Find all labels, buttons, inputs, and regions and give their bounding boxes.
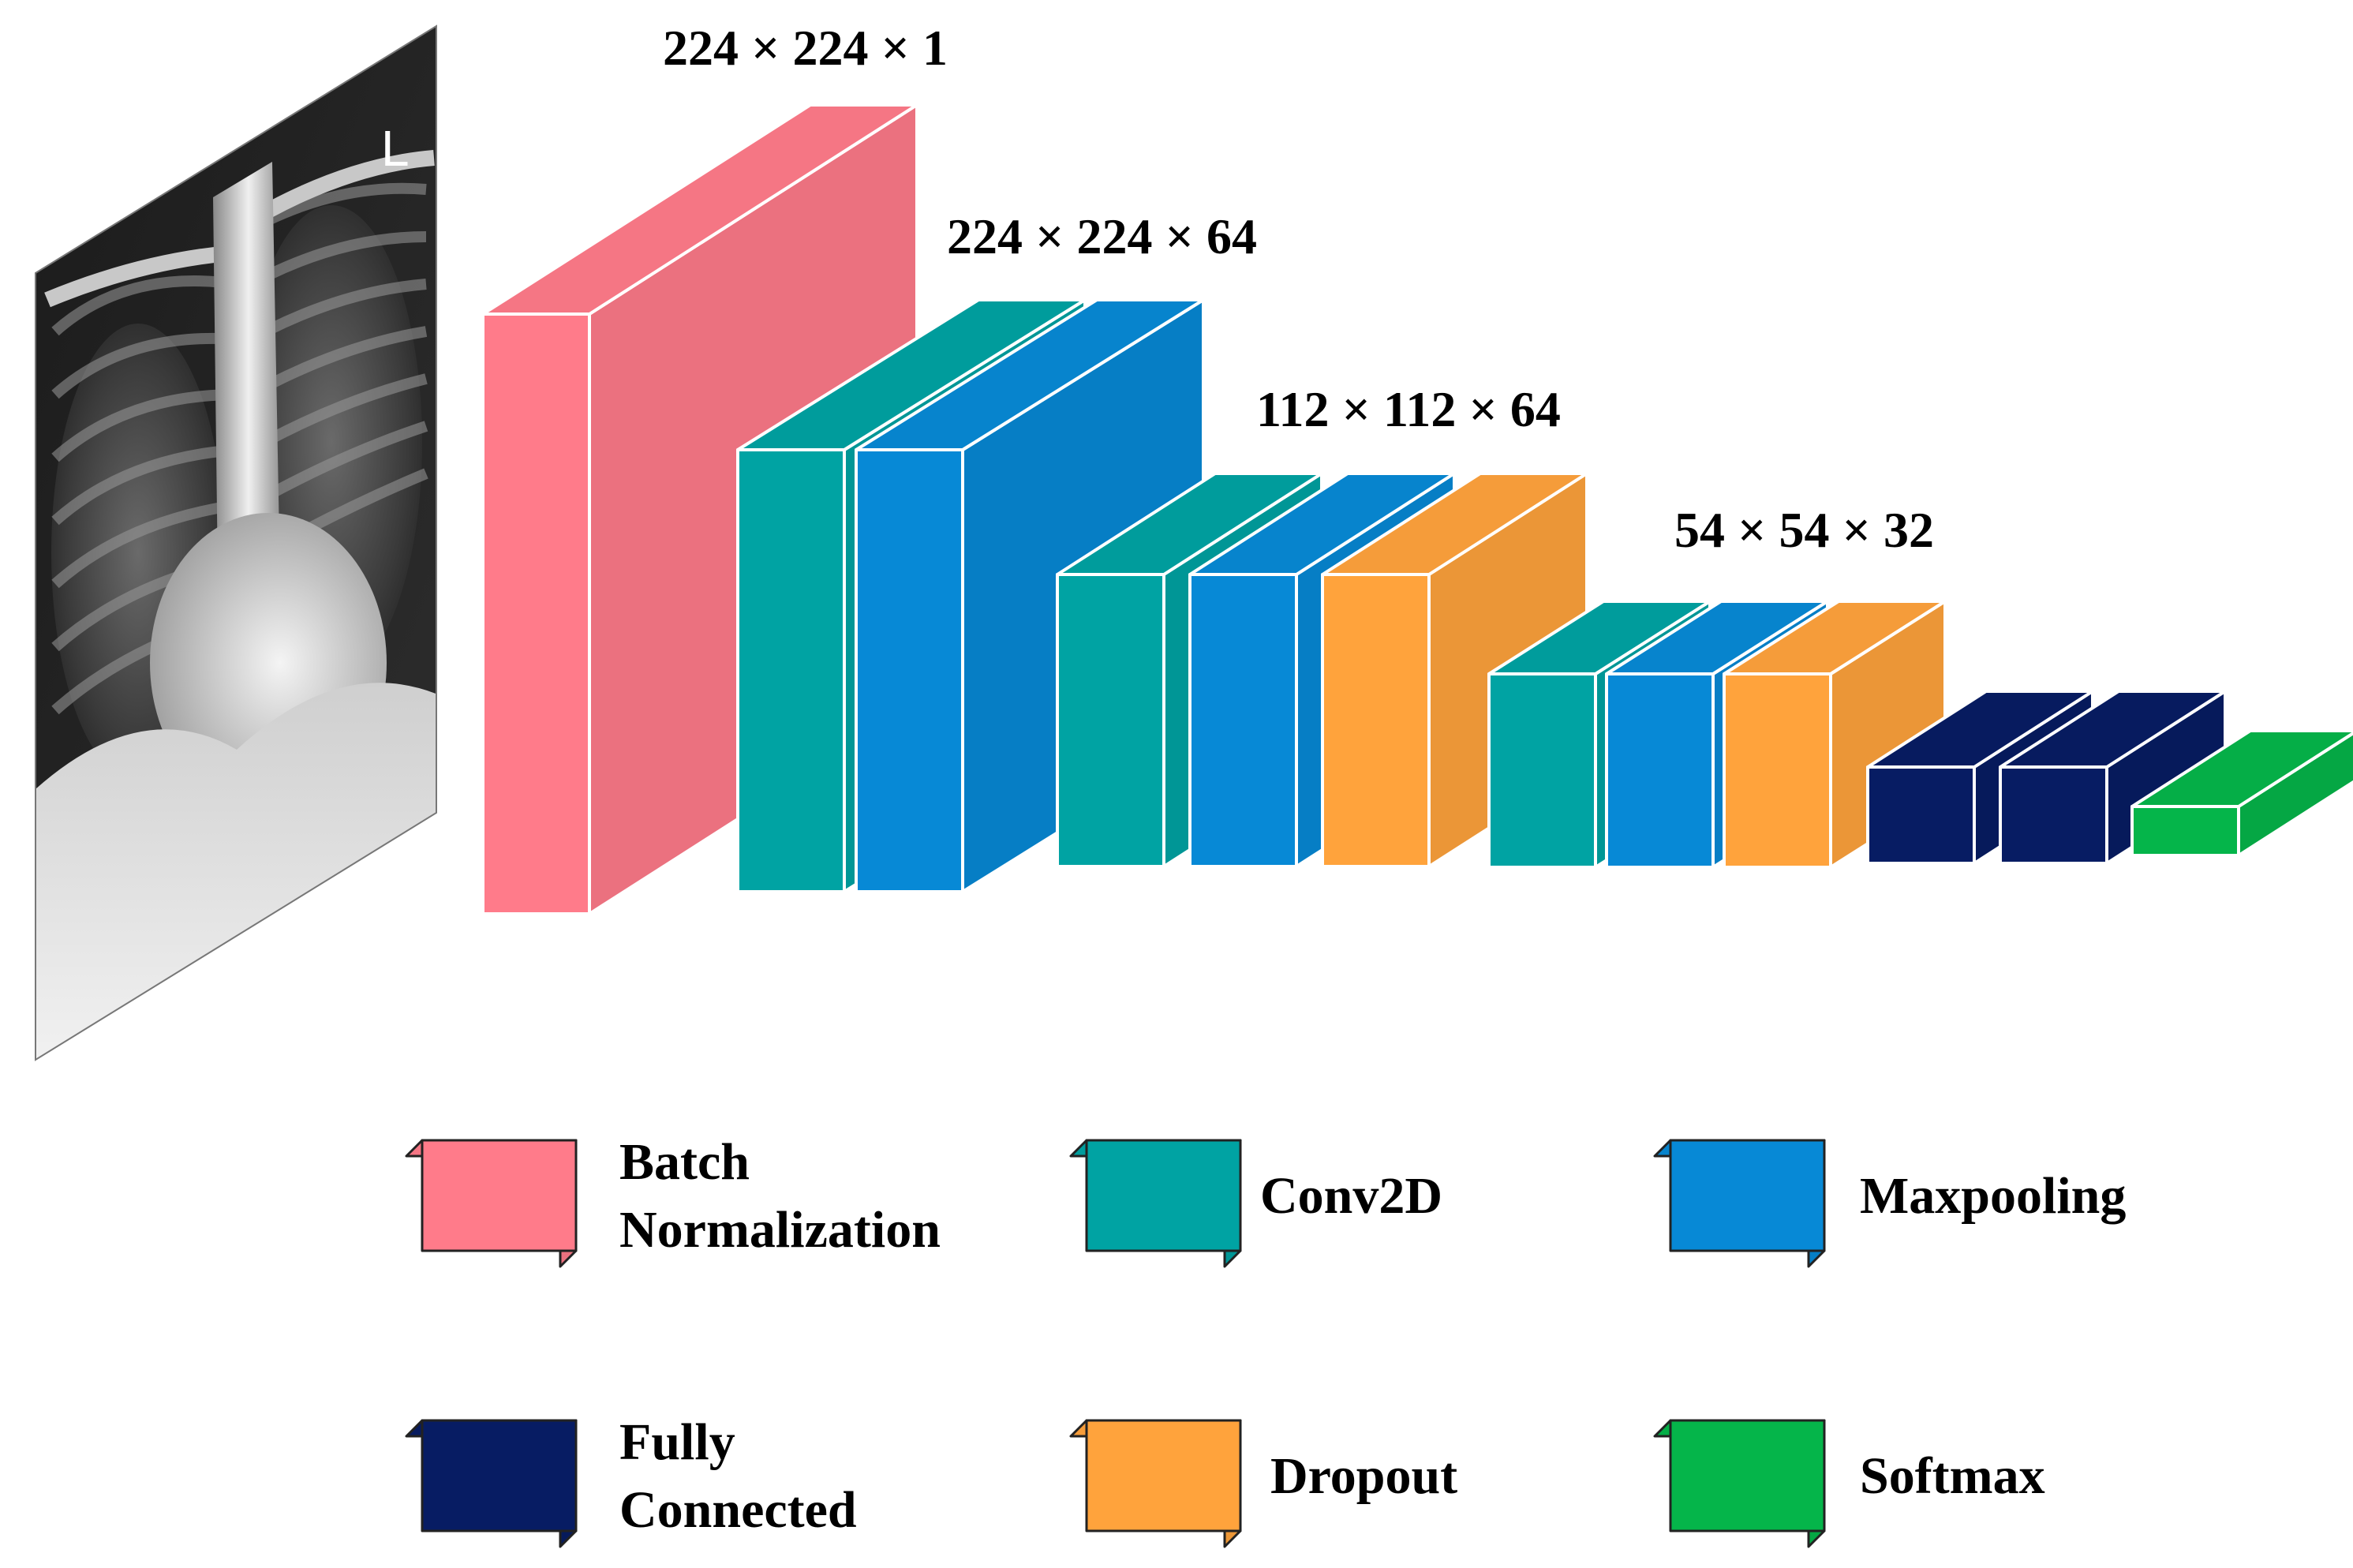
legend: Batch Normalization Conv2D Maxpooling Fully C…	[405, 1133, 2126, 1548]
legend-swatch-batch-normalization-front	[421, 1139, 578, 1252]
layer-dropout-1-front	[1321, 573, 1431, 868]
layer-fully-connected-1-front	[1866, 765, 1976, 865]
layer-dropout-2-front	[1723, 672, 1832, 869]
xray-side-marker: L	[381, 120, 410, 177]
legend-label-fully-connected-line-2: Connected	[619, 1481, 857, 1539]
legend-swatch-fully-connected	[405, 1419, 578, 1548]
legend-swatch-softmax	[1653, 1419, 1826, 1548]
dimension-label-input: 224 × 224 × 1	[663, 20, 948, 76]
legend-swatch-maxpooling-front	[1669, 1139, 1826, 1252]
legend-label-dropout: Dropout	[1270, 1447, 1457, 1505]
legend-swatch-conv2d	[1069, 1139, 1242, 1268]
legend-label-maxpooling: Maxpooling	[1860, 1167, 2126, 1225]
layer-maxpooling-2-front	[1188, 573, 1298, 868]
dimension-label-conv2: 112 × 112 × 64	[1256, 381, 1561, 437]
layer-fully-connected-2-front	[1999, 765, 2108, 865]
legend-swatch-fully-connected-front	[421, 1419, 578, 1532]
layer-maxpooling-1-front	[855, 448, 964, 893]
legend-swatch-maxpooling	[1653, 1139, 1826, 1268]
legend-swatch-dropout	[1069, 1419, 1242, 1548]
legend-label-conv2d: Conv2D	[1260, 1167, 1442, 1225]
layer-batch-normalization-front	[481, 312, 591, 915]
layer-maxpooling-3-front	[1605, 672, 1715, 869]
layer-conv2d-1-front	[736, 448, 846, 893]
layer-softmax-front	[2130, 805, 2240, 857]
legend-swatch-batch-normalization	[405, 1139, 578, 1268]
dimension-label-conv1: 224 × 224 × 64	[947, 208, 1257, 264]
legend-label-softmax: Softmax	[1860, 1447, 2045, 1505]
legend-label-batch-normalization-line-2: Normalization	[619, 1201, 941, 1259]
legend-swatch-softmax-front	[1669, 1419, 1826, 1532]
legend-swatch-conv2d-front	[1085, 1139, 1242, 1252]
layer-conv2d-3-front	[1487, 672, 1597, 869]
layer-conv2d-2-front	[1056, 573, 1165, 868]
legend-label-batch-normalization-line-1: Batch	[619, 1133, 750, 1191]
network-layers	[481, 103, 2353, 915]
dimension-label-conv3: 54 × 54 × 32	[1674, 502, 1934, 558]
layer-softmax	[2130, 729, 2353, 857]
legend-swatch-dropout-front	[1085, 1419, 1242, 1532]
chest-xray-image: L	[35, 24, 437, 1061]
legend-label-fully-connected-line-1: Fully	[619, 1413, 735, 1471]
